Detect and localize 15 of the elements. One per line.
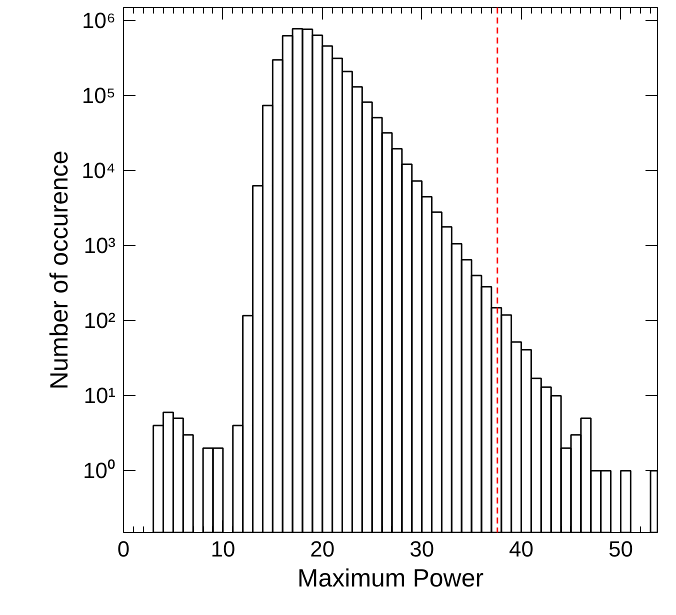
x-tick-label: 30 <box>410 536 434 562</box>
x-tick-label: 40 <box>509 536 534 562</box>
y-tick-label: 10² <box>84 308 116 334</box>
y-tick-label: 10¹ <box>84 383 116 408</box>
y-tick-label: 10³ <box>84 233 116 258</box>
y-tick-label: 10⁰ <box>83 458 116 484</box>
x-tick-label: 0 <box>117 536 130 562</box>
x-axis-title: Maximum Power <box>297 564 484 592</box>
y-tick-label: 10⁶ <box>82 8 116 34</box>
y-tick-label: 10⁵ <box>82 83 116 108</box>
y-tick-label: 10⁴ <box>82 158 116 184</box>
x-tick-label: 20 <box>310 536 335 562</box>
x-tick-label: 10 <box>210 536 236 562</box>
x-tick-label: 50 <box>608 536 633 562</box>
y-axis-title: Number of occurence <box>46 150 74 390</box>
